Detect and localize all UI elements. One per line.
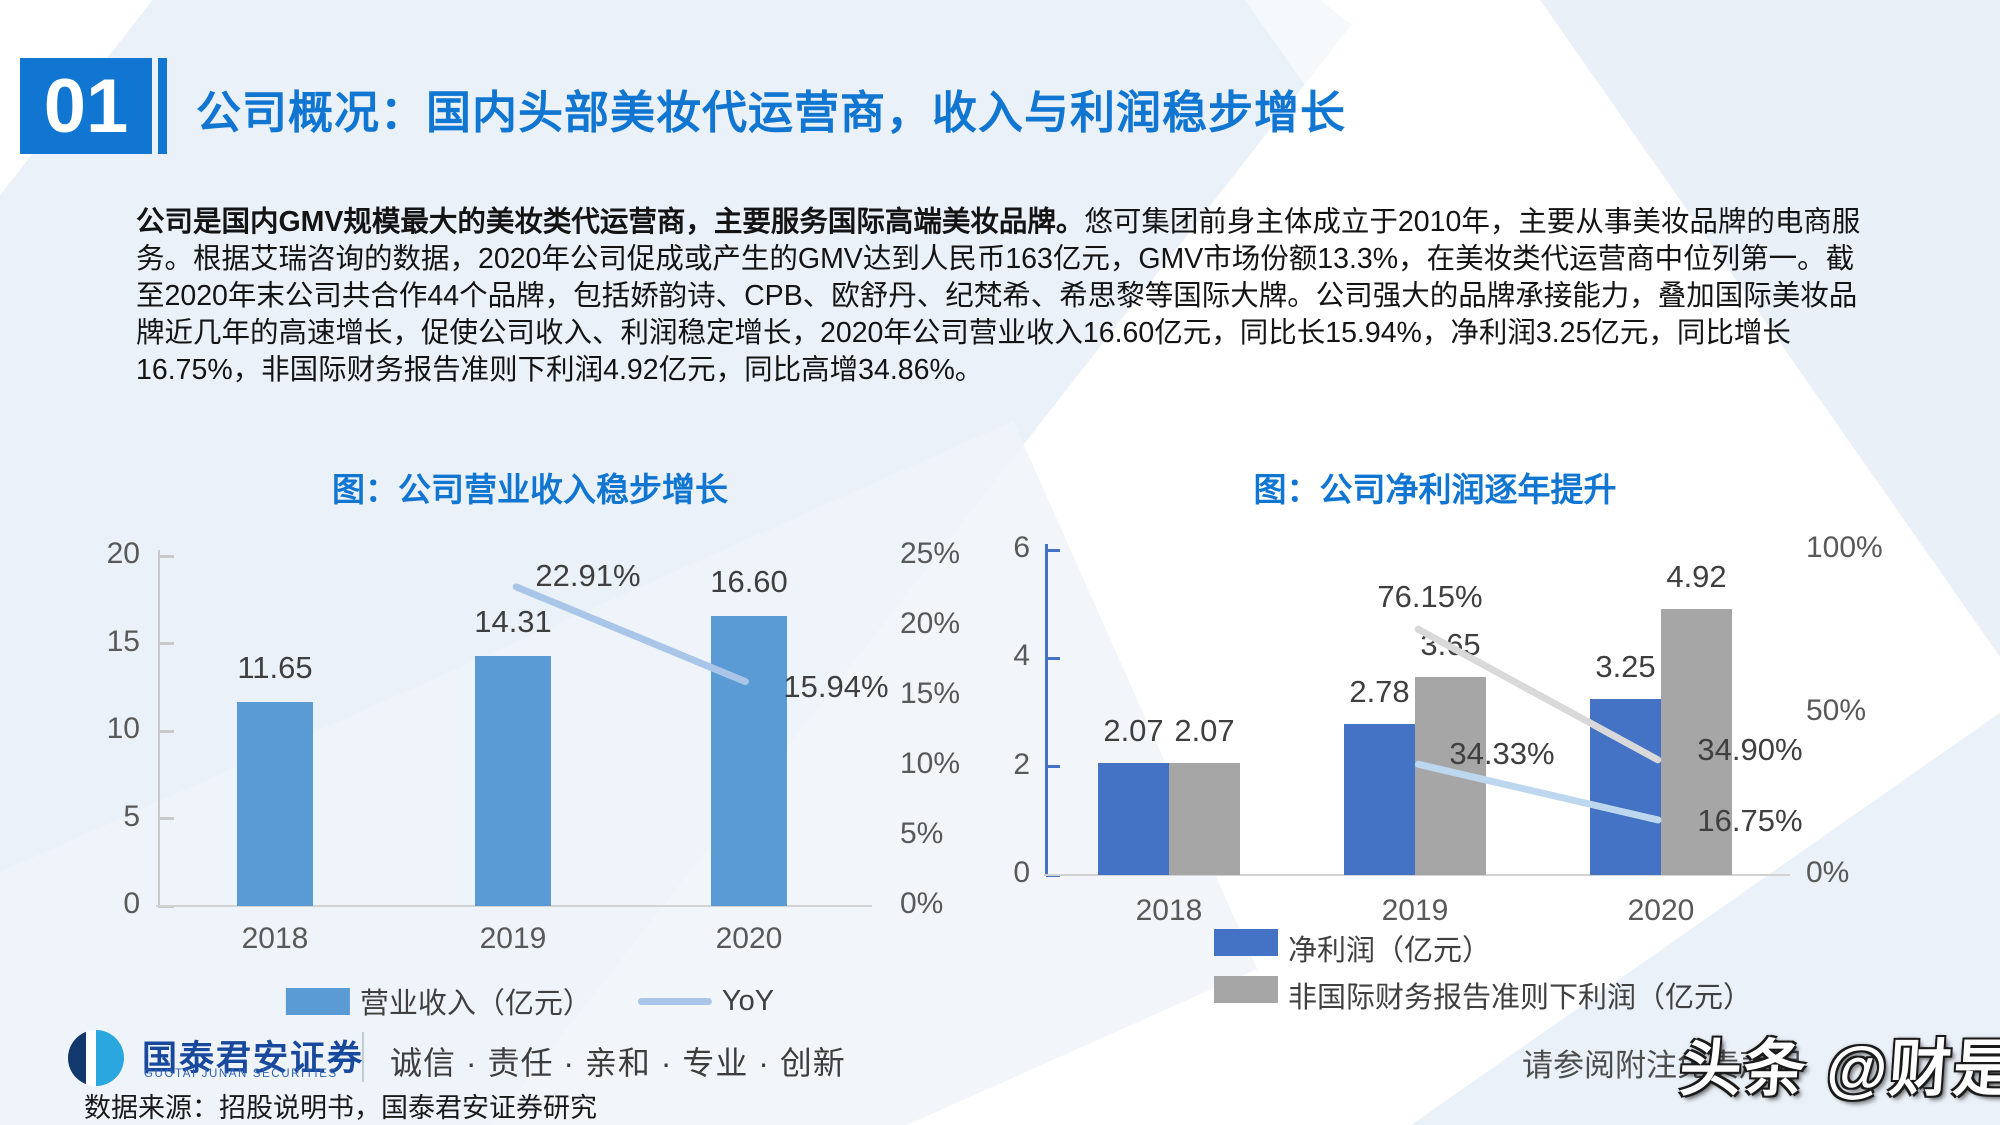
y-axis-line [1045,544,1048,875]
line-value-label: 15.94% [783,669,889,704]
bar-value-label: 2.07 [1103,712,1164,748]
y-axis-tick-label: 15 [106,624,140,658]
legend-label: 非国际财务报告准则下利润（亿元） [1288,982,1753,1014]
legend-label: YoY [721,984,775,1017]
secondary-axis-tick-label: 0% [1806,856,1850,889]
title-accent-bar [158,58,167,154]
y-axis-tick-label: 20 [106,537,140,570]
legend-bar-swatch [1214,929,1278,956]
secondary-axis-tick-label: 50% [1806,693,1867,727]
secondary-axis-tick-label: 100% [1806,531,1883,564]
category-label: 2018 [1135,894,1203,927]
watermark: 头条 @财是 [1677,1035,2000,1104]
brand-slogan: 诚信 · 责任 · 亲和 · 专业 · 创新 [390,1045,846,1081]
bar [475,655,551,906]
bar [1661,608,1732,875]
category-label: 2018 [241,922,309,955]
secondary-axis-tick-label: 5% [900,817,944,850]
y-axis-tick-label: 6 [1013,531,1030,564]
y-axis-line [158,550,160,906]
y-axis-tick [1046,656,1060,660]
y-axis-tick [1046,765,1060,769]
summary-bold-text: 公司是国内GMV规模最大的美妆类代运营商，主要服务国际高端美妆品牌。 [136,205,1085,238]
bar [1169,762,1240,875]
chart-legend: 营业收入（亿元） YoY [285,980,775,1022]
summary-paragraph: 公司是国内GMV规模最大的美妆类代运营商，主要服务国际高端美妆品牌。悠可集团前身… [136,204,1876,389]
x-axis-line [156,905,872,907]
bar [711,615,787,906]
line-value-label: 34.90% [1697,732,1803,767]
category-label: 2019 [479,922,547,955]
legend-label: 营业收入（亿元） [359,988,592,1020]
secondary-axis-tick-label: 0% [900,887,944,920]
footer-divider [362,1032,364,1082]
legend-label: 净利润（亿元） [1288,935,1492,967]
bar-value-label: 4.92 [1666,558,1727,594]
bar-value-label: 2.78 [1349,674,1410,710]
y-axis-tick-label: 2 [1013,747,1030,781]
y-axis-tick [158,729,174,733]
brand-name: 国泰君安证券 [142,1039,365,1078]
category-label: 2020 [1627,894,1695,927]
legend-item: 营业收入（亿元） [285,980,592,1022]
summary-body-text: 悠可集团前身主体成立于2010年，主要从事美妆品牌的电商服务。根据艾瑞咨询的数据… [136,205,1861,386]
chart-title: 图：公司净利润逐年提升 [1253,471,1617,508]
y-axis-tick [158,817,174,820]
secondary-axis-tick-label: 25% [900,537,961,570]
y-axis-tick-label: 0 [1013,856,1030,889]
bar [1098,762,1169,875]
y-axis-tick-label: 0 [123,887,140,920]
y-axis-tick [158,554,174,558]
bar-value-label: 3.25 [1595,648,1656,684]
section-number: 01 [20,58,152,154]
legend-bar-swatch [285,987,350,1015]
legend-bar-swatch [1214,976,1278,1003]
legend-item: 非国际财务报告准则下利润（亿元） [1214,974,1752,1016]
legend-line-swatch [637,997,712,1005]
bar-value-label: 2.07 [1174,712,1235,748]
secondary-axis-tick-label: 10% [900,747,961,780]
legend-item: YoY [637,980,775,1022]
y-axis-tick [1046,548,1060,552]
y-axis-tick-label: 4 [1013,639,1030,673]
x-axis-line [1044,874,1790,876]
y-axis-tick [158,642,174,645]
y-axis-tick-label: 5 [123,799,140,833]
category-label: 2019 [1381,894,1449,927]
category-label: 2020 [715,922,783,955]
bar-value-label: 11.65 [237,650,313,686]
bar [1344,724,1415,875]
legend-item: 净利润（亿元） [1214,927,1491,969]
bar-value-label: 16.60 [710,563,788,599]
data-source-note: 数据来源：招股说明书，国泰君安证券研究 [84,1093,597,1123]
page-title: 公司概况：国内头部美妆代运营商，收入与利润稳步增长 [196,87,1347,138]
line-value-label: 22.91% [535,558,641,593]
bar [237,702,313,906]
disclaimer-note: 请参阅附注免责声明 [1522,1048,1801,1083]
secondary-axis-tick-label: 15% [900,677,961,710]
line-value-label: 16.75% [1697,803,1803,838]
chart-title: 图：公司营业收入稳步增长 [332,471,728,508]
y-axis-tick-label: 10 [106,712,140,745]
line-value-label: 76.15% [1377,579,1483,614]
secondary-axis-tick-label: 20% [900,607,961,640]
bar-value-label: 14.31 [474,603,552,639]
line-value-label: 34.33% [1449,736,1555,771]
brand-name-english: GUOTAI JUNAN SECURITIES [144,1068,338,1080]
guotai-junan-logo-icon [68,1030,124,1086]
